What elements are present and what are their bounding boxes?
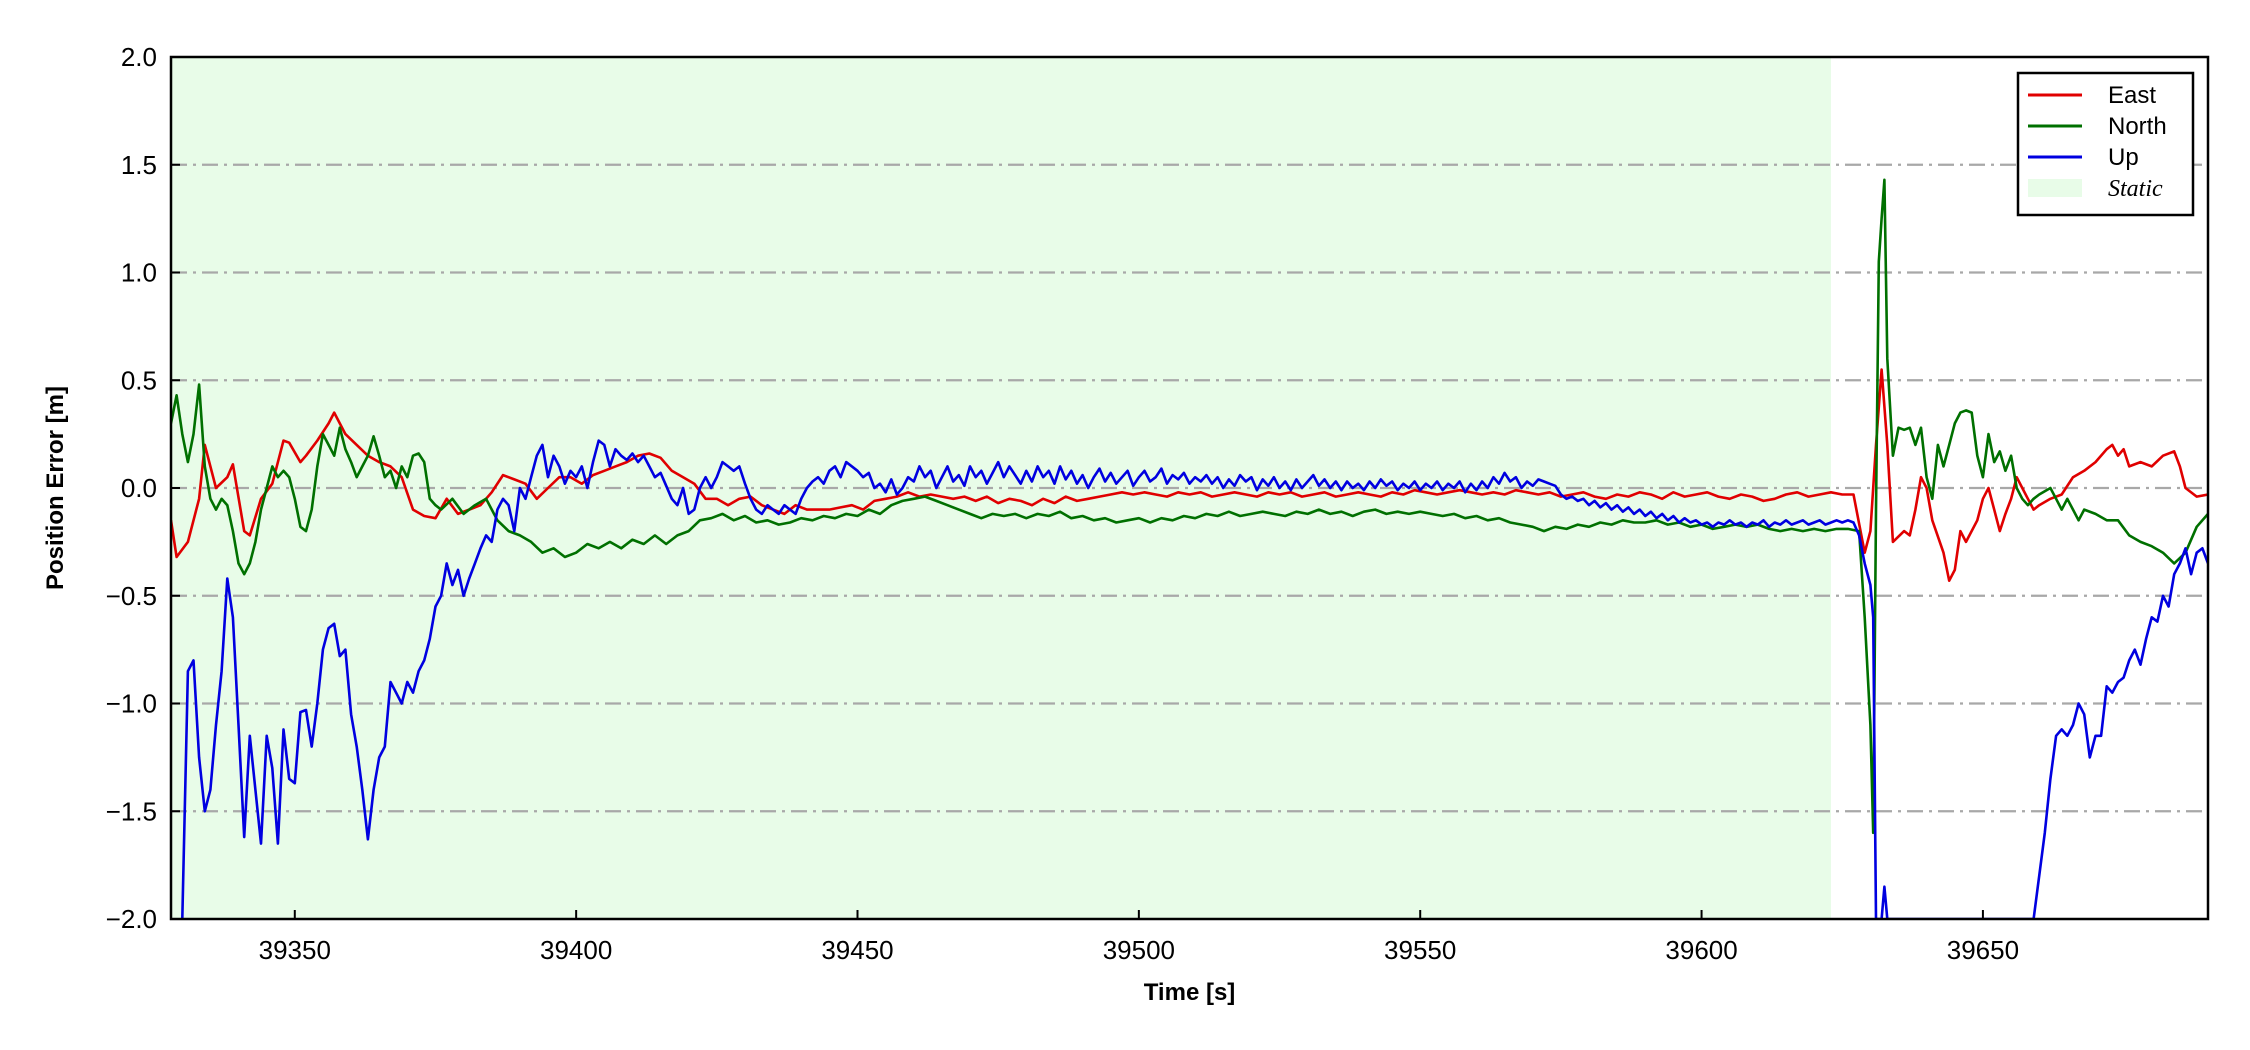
x-tick-label: 39500 [1103, 935, 1175, 965]
series-line-north [171, 178, 2208, 835]
y-tick-label: 1.5 [121, 150, 157, 180]
x-tick-label: 39600 [1665, 935, 1737, 965]
y-tick-label: 1.0 [121, 258, 157, 288]
series-line-up [181, 439, 2208, 919]
x-tick-label: 39550 [1384, 935, 1456, 965]
legend-label-east: East [2108, 82, 2156, 109]
y-tick-label: −0.5 [106, 581, 157, 611]
y-tick-label: −1.0 [106, 689, 157, 719]
axis-ticks: 39350 39400 39450 39500 39550 39600 39650 −2.0 −… [106, 42, 2019, 965]
y-tick-label: 0.5 [121, 365, 157, 395]
x-tick-label: 39350 [259, 935, 331, 965]
legend-swatch-static [2028, 179, 2082, 197]
legend-label-static: Static [2108, 176, 2163, 202]
y-axis-title: Position Error [m] [42, 386, 69, 590]
y-tick-label: −1.5 [106, 796, 157, 826]
legend-label-up: Up [2108, 144, 2139, 171]
series-lines [171, 178, 2208, 919]
x-tick-label: 39650 [1947, 935, 2019, 965]
y-tick-label: −2.0 [106, 904, 157, 934]
x-tick-label: 39400 [540, 935, 612, 965]
legend-label-north: North [2108, 113, 2167, 140]
series-line-east [171, 368, 2208, 582]
y-tick-label: 0.0 [121, 473, 157, 503]
x-axis-title: Time [s] [1144, 979, 1236, 1006]
legend: East North Up Static [2016, 71, 2195, 217]
x-tick-label: 39450 [821, 935, 893, 965]
y-tick-label: 2.0 [121, 42, 157, 72]
